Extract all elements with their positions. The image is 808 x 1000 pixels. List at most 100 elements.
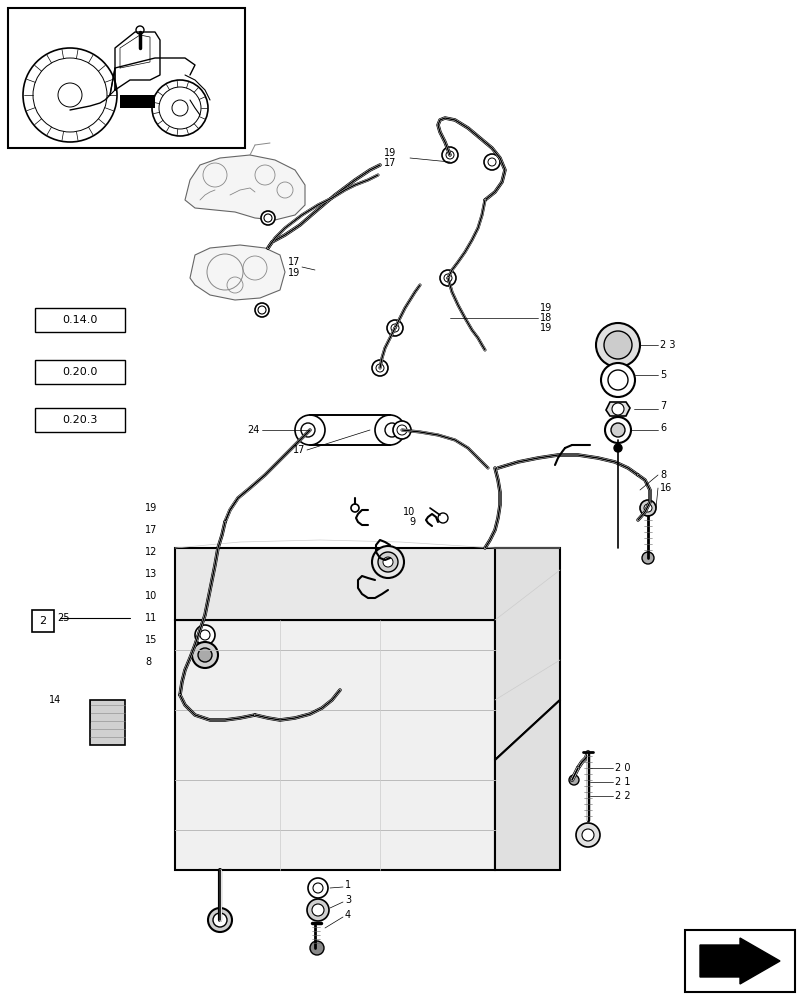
Circle shape — [295, 415, 325, 445]
Circle shape — [438, 513, 448, 523]
Polygon shape — [495, 700, 560, 870]
Bar — [700, 945, 740, 977]
Circle shape — [152, 80, 208, 136]
Circle shape — [255, 303, 269, 317]
Circle shape — [372, 360, 388, 376]
Circle shape — [376, 364, 384, 372]
Circle shape — [605, 417, 631, 443]
Circle shape — [385, 423, 399, 437]
Text: 2: 2 — [40, 616, 47, 626]
Circle shape — [576, 823, 600, 847]
Circle shape — [192, 642, 218, 668]
Circle shape — [611, 423, 625, 437]
Text: 0.14.0: 0.14.0 — [62, 315, 98, 325]
Bar — [35, 360, 125, 384]
Circle shape — [172, 100, 188, 116]
Circle shape — [258, 306, 266, 314]
Polygon shape — [700, 938, 780, 984]
Text: 19: 19 — [145, 503, 158, 513]
Bar — [35, 408, 125, 432]
Text: 8: 8 — [145, 657, 151, 667]
Text: 0.20.3: 0.20.3 — [62, 415, 98, 425]
Text: 19: 19 — [540, 303, 552, 313]
Circle shape — [351, 504, 359, 512]
Circle shape — [264, 214, 272, 222]
Circle shape — [261, 211, 275, 225]
Text: 10: 10 — [402, 507, 415, 517]
Text: 9: 9 — [409, 517, 415, 527]
Text: 7: 7 — [660, 401, 667, 411]
Circle shape — [213, 913, 227, 927]
Circle shape — [484, 154, 500, 170]
Text: 15: 15 — [145, 635, 158, 645]
Circle shape — [310, 941, 324, 955]
Circle shape — [195, 625, 215, 645]
Circle shape — [442, 147, 458, 163]
Text: 8: 8 — [660, 470, 666, 480]
Circle shape — [440, 270, 456, 286]
Text: 17: 17 — [384, 158, 396, 168]
Polygon shape — [606, 402, 630, 416]
Text: 6: 6 — [660, 423, 666, 433]
Circle shape — [387, 320, 403, 336]
Polygon shape — [185, 155, 305, 220]
Circle shape — [582, 829, 594, 841]
Text: 14: 14 — [48, 695, 61, 705]
Text: 11: 11 — [145, 613, 158, 623]
Circle shape — [313, 883, 323, 893]
Circle shape — [640, 500, 656, 516]
Circle shape — [642, 552, 654, 564]
Circle shape — [397, 425, 407, 435]
Text: 17: 17 — [145, 525, 158, 535]
Circle shape — [136, 26, 144, 34]
Circle shape — [391, 324, 399, 332]
Text: 18: 18 — [540, 313, 552, 323]
Bar — [90, 700, 125, 745]
Text: 12: 12 — [145, 547, 158, 557]
Circle shape — [58, 83, 82, 107]
Bar — [685, 930, 795, 992]
Text: 0.20.0: 0.20.0 — [62, 367, 98, 377]
Text: 2 1: 2 1 — [615, 777, 630, 787]
Circle shape — [307, 899, 329, 921]
Circle shape — [308, 878, 328, 898]
Circle shape — [596, 323, 640, 367]
Text: 2 3: 2 3 — [660, 340, 675, 350]
Circle shape — [444, 274, 452, 282]
Polygon shape — [120, 95, 155, 108]
Circle shape — [393, 421, 411, 439]
Circle shape — [604, 331, 632, 359]
Text: 17: 17 — [288, 257, 300, 267]
Bar — [310, 415, 390, 445]
Circle shape — [488, 158, 496, 166]
Text: 13: 13 — [145, 569, 158, 579]
Polygon shape — [495, 548, 560, 760]
Circle shape — [33, 58, 107, 132]
Circle shape — [312, 904, 324, 916]
Circle shape — [198, 648, 212, 662]
Text: 19: 19 — [288, 268, 300, 278]
Circle shape — [301, 423, 315, 437]
Circle shape — [372, 546, 404, 578]
Text: 19: 19 — [384, 148, 396, 158]
Circle shape — [612, 403, 624, 415]
Text: 10: 10 — [145, 591, 158, 601]
Circle shape — [644, 504, 652, 512]
Text: 4: 4 — [345, 910, 351, 920]
Text: 19: 19 — [540, 323, 552, 333]
Circle shape — [23, 48, 117, 142]
Circle shape — [446, 151, 454, 159]
Polygon shape — [175, 548, 560, 620]
Circle shape — [614, 444, 622, 452]
Text: 25: 25 — [57, 613, 70, 623]
Circle shape — [208, 908, 232, 932]
Text: 24: 24 — [247, 425, 260, 435]
Circle shape — [375, 415, 405, 445]
Circle shape — [200, 630, 210, 640]
Circle shape — [159, 87, 201, 129]
Text: 2 2: 2 2 — [615, 791, 630, 801]
Text: 2 0: 2 0 — [615, 763, 630, 773]
Circle shape — [569, 775, 579, 785]
Bar — [32, 610, 54, 632]
Polygon shape — [175, 620, 495, 870]
